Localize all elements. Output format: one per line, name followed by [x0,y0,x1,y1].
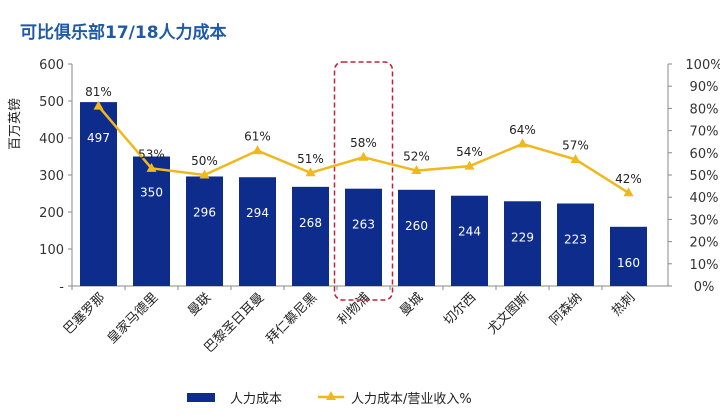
y-tick-label-right: 10% [690,258,719,273]
bar-data-label: 296 [193,205,216,219]
line-data-label: 50% [191,154,218,168]
bar-data-label: 244 [458,225,481,239]
line-marker [517,138,528,148]
highlight-box [333,61,394,301]
bar-data-label: 294 [246,206,269,220]
bar [80,102,117,286]
legend-label-bar: 人力成本 [230,392,282,407]
line-data-label: 57% [562,138,589,152]
x-tick-label: 切尔西 [441,290,479,328]
chart-title: 可比俱乐部17/18人力成本 [20,23,227,43]
x-tick-label: 皇家马德里 [104,290,161,347]
y-tick-label-right: 100% [685,58,720,73]
y-tick-label-left: 500 [39,95,64,110]
y-tick-label-right: 30% [690,213,719,228]
bar-data-label: 160 [617,256,640,270]
bar [239,177,276,286]
line-marker [305,167,316,177]
line-marker [411,165,422,175]
bar-data-label: 497 [87,131,110,145]
x-tick-label: 利物浦 [335,290,373,328]
line-marker [199,169,210,179]
x-tick-label: 拜仁慕尼黑 [264,290,321,347]
line-data-label: 81% [85,85,112,99]
line-marker [570,153,581,163]
line-data-label: 54% [456,145,483,159]
bar [504,201,541,286]
bar [292,186,329,286]
y-tick-label-right: 60% [690,147,719,162]
y-tick-label-left: 600 [39,58,64,73]
y-axis-title: 百万英镑 [7,98,23,150]
line-data-label: 53% [138,147,165,161]
bar [557,203,594,286]
y-tick-label-right: 20% [690,236,719,251]
bar [451,195,488,286]
y-tick-label-right: 80% [690,102,719,117]
y-tick-label-left: - [59,280,64,295]
legend-marker-line [326,391,336,400]
x-tick-label: 尤文图斯 [485,290,532,337]
line-data-label: 52% [403,150,430,164]
y-tick-label-right: 0% [694,280,715,295]
legend-label-line: 人力成本/营业收入% [351,392,472,407]
line-data-label: 58% [350,136,377,150]
bar-data-label: 350 [140,186,163,200]
x-tick-label: 巴塞罗那 [60,290,108,338]
line-marker [146,162,157,172]
y-tick-label-right: 70% [690,125,719,140]
bar-data-label: 268 [299,216,322,230]
bar [133,156,170,286]
line-marker [93,100,104,110]
line-data-label: 42% [615,172,642,186]
line-series: 81% 53% 50% 61% 51% 58% 52% 54% 64% 57% 42% [85,85,642,197]
line-marker [464,160,475,170]
bar-data-label: 223 [564,232,587,246]
y-tick-label-left: 300 [39,169,64,184]
highlight-layer [333,61,394,301]
y-tick-label-right: 90% [690,80,719,95]
bar-data-label: 260 [405,219,428,233]
x-tick-label: 阿森纳 [547,290,585,328]
bar-data-label: 229 [511,230,534,244]
line-data-label: 61% [244,130,271,144]
line-marker [358,151,369,161]
bar-series: 497 350 296 294 268 263 260 244 229 223 160 [80,102,647,286]
chart-legend: 人力成本 人力成本/营业收入% [187,391,472,407]
line-data-label: 64% [509,123,536,137]
line-data-label: 51% [297,152,324,166]
y-tick-label-right: 40% [690,191,719,206]
x-tick-label: 热刺 [609,290,638,319]
bar-data-label: 263 [352,218,375,232]
x-tick-label: 曼城 [397,290,426,319]
bar [186,176,223,286]
x-tick-label: 曼联 [185,290,214,319]
bar [345,188,382,286]
y-tick-label-right: 50% [690,169,719,184]
bar [398,189,435,286]
line-marker [252,145,263,155]
y-tick-label-left: 400 [39,132,64,147]
line-marker [623,187,634,197]
y-tick-label-left: 100 [39,243,64,258]
legend-swatch-bar [187,393,215,402]
bar [610,226,647,286]
y-tick-label-left: 200 [39,206,64,221]
